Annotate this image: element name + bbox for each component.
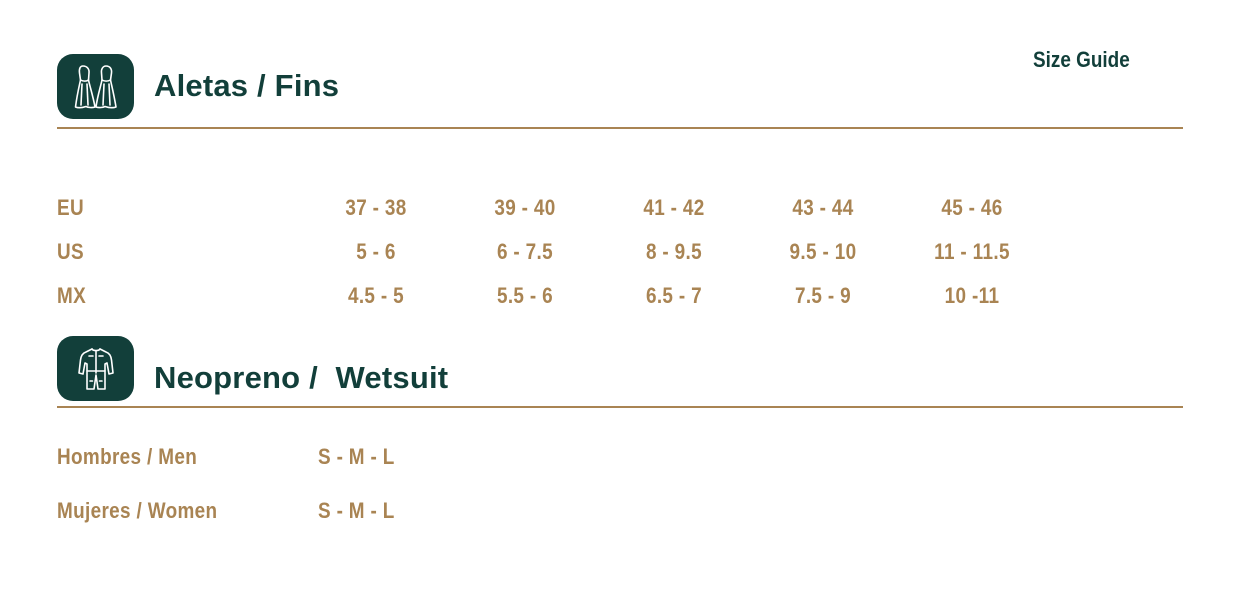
wetsuit-icon [57, 336, 134, 401]
table-cell: 5.5 - 6 [496, 283, 554, 308]
table-cell: 43 - 44 [792, 195, 854, 220]
fins-row-label-mx: MX [57, 283, 87, 308]
table-cell: 6 - 7.5 [496, 239, 554, 264]
table-cell: 39 - 40 [494, 195, 556, 220]
fins-row-label-us: US [57, 239, 84, 264]
table-cell: 11 - 11.5 [934, 239, 1010, 264]
wetsuit-divider [57, 406, 1183, 408]
fins-row-label-eu: EU [57, 195, 84, 220]
table-cell: 45 - 46 [941, 195, 1003, 220]
wetsuit-row-label-women: Mujeres / Women [57, 498, 218, 523]
table-cell: 9.5 - 10 [789, 239, 857, 264]
table-cell: 7.5 - 9 [794, 283, 852, 308]
wetsuit-row-value-women: S - M - L [318, 498, 395, 523]
table-cell: 4.5 - 5 [347, 283, 405, 308]
table-cell: 37 - 38 [345, 195, 407, 220]
wetsuit-title: Neopreno / Wetsuit [154, 360, 449, 395]
fins-section-header: Aletas / Fins [57, 54, 1183, 120]
fins-title: Aletas / Fins [154, 68, 340, 103]
fins-divider [57, 127, 1183, 129]
size-guide-label: Size Guide [1033, 47, 1130, 72]
table-cell: 10 -11 [944, 283, 1000, 308]
fins-icon [57, 54, 134, 119]
wetsuit-row-value-men: S - M - L [318, 444, 395, 469]
table-cell: 41 - 42 [643, 195, 705, 220]
table-cell: 5 - 6 [356, 239, 396, 264]
wetsuit-section-header: Neopreno / Wetsuit [57, 336, 1183, 402]
wetsuit-row-label-men: Hombres / Men [57, 444, 198, 469]
table-cell: 8 - 9.5 [645, 239, 703, 264]
table-cell: 6.5 - 7 [645, 283, 703, 308]
